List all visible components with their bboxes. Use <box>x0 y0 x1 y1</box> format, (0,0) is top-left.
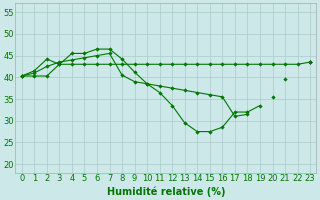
X-axis label: Humidité relative (%): Humidité relative (%) <box>107 186 225 197</box>
